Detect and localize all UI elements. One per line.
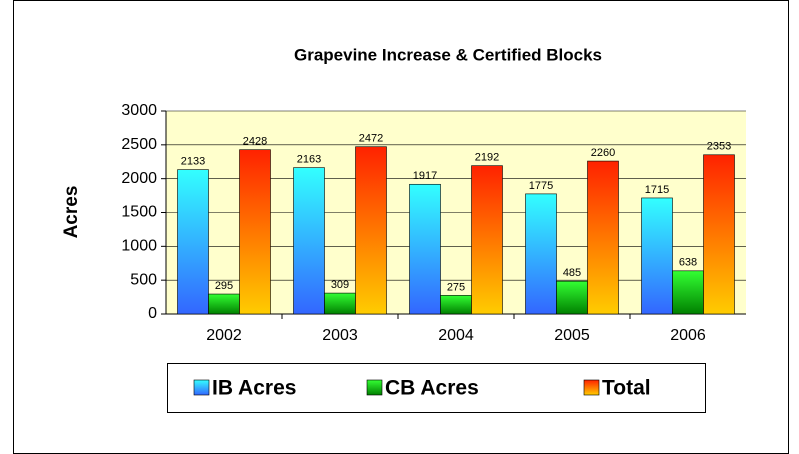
data-label: 638 (679, 257, 697, 269)
data-label: 309 (331, 279, 349, 291)
legend-label: IB Acres (212, 377, 296, 400)
bar (409, 183, 441, 315)
legend-label: Total (602, 377, 651, 400)
x-tick-label: 2002 (206, 327, 242, 344)
legend-swatch (193, 379, 210, 396)
bar (703, 154, 735, 315)
bar (471, 165, 503, 315)
data-label: 2192 (475, 152, 499, 164)
y-tick-label: 2000 (121, 170, 157, 187)
data-label: 1775 (529, 180, 553, 192)
bar (587, 160, 619, 315)
bar (208, 293, 240, 315)
bar (293, 167, 325, 315)
bar (355, 146, 387, 315)
data-label: 1917 (413, 170, 437, 182)
bar (525, 193, 557, 315)
data-label: 2353 (707, 141, 731, 153)
y-axis-label: Acres (61, 186, 82, 239)
x-tick-label: 2005 (554, 327, 590, 344)
legend (167, 363, 706, 413)
data-label: 2472 (359, 133, 383, 145)
x-tick-label: 2004 (438, 327, 474, 344)
bar (177, 169, 209, 315)
y-tick-label: 1500 (121, 204, 157, 221)
x-tick-label: 2006 (670, 327, 706, 344)
y-tick-label: 0 (148, 305, 157, 322)
data-label: 2260 (591, 147, 615, 159)
bar (672, 270, 704, 315)
data-label: 275 (447, 281, 465, 293)
data-label: 485 (563, 267, 581, 279)
legend-swatch (583, 379, 600, 396)
data-label: 1715 (645, 184, 669, 196)
data-label: 2133 (181, 156, 205, 168)
data-label: 2163 (297, 154, 321, 166)
bar (324, 292, 356, 315)
chart-title: Grapevine Increase & Certified Blocks (294, 45, 602, 64)
bar (556, 280, 588, 315)
bar (641, 197, 673, 315)
x-tick-label: 2003 (322, 327, 358, 344)
y-tick-label: 3000 (121, 102, 157, 119)
y-tick-label: 2500 (121, 136, 157, 153)
y-tick-label: 500 (130, 271, 157, 288)
legend-label: CB Acres (385, 377, 479, 400)
bar (440, 295, 472, 315)
legend-swatch (366, 379, 383, 396)
bar (239, 149, 271, 315)
data-label: 2428 (243, 136, 267, 148)
data-label: 295 (215, 280, 233, 292)
y-tick-label: 1000 (121, 238, 157, 255)
